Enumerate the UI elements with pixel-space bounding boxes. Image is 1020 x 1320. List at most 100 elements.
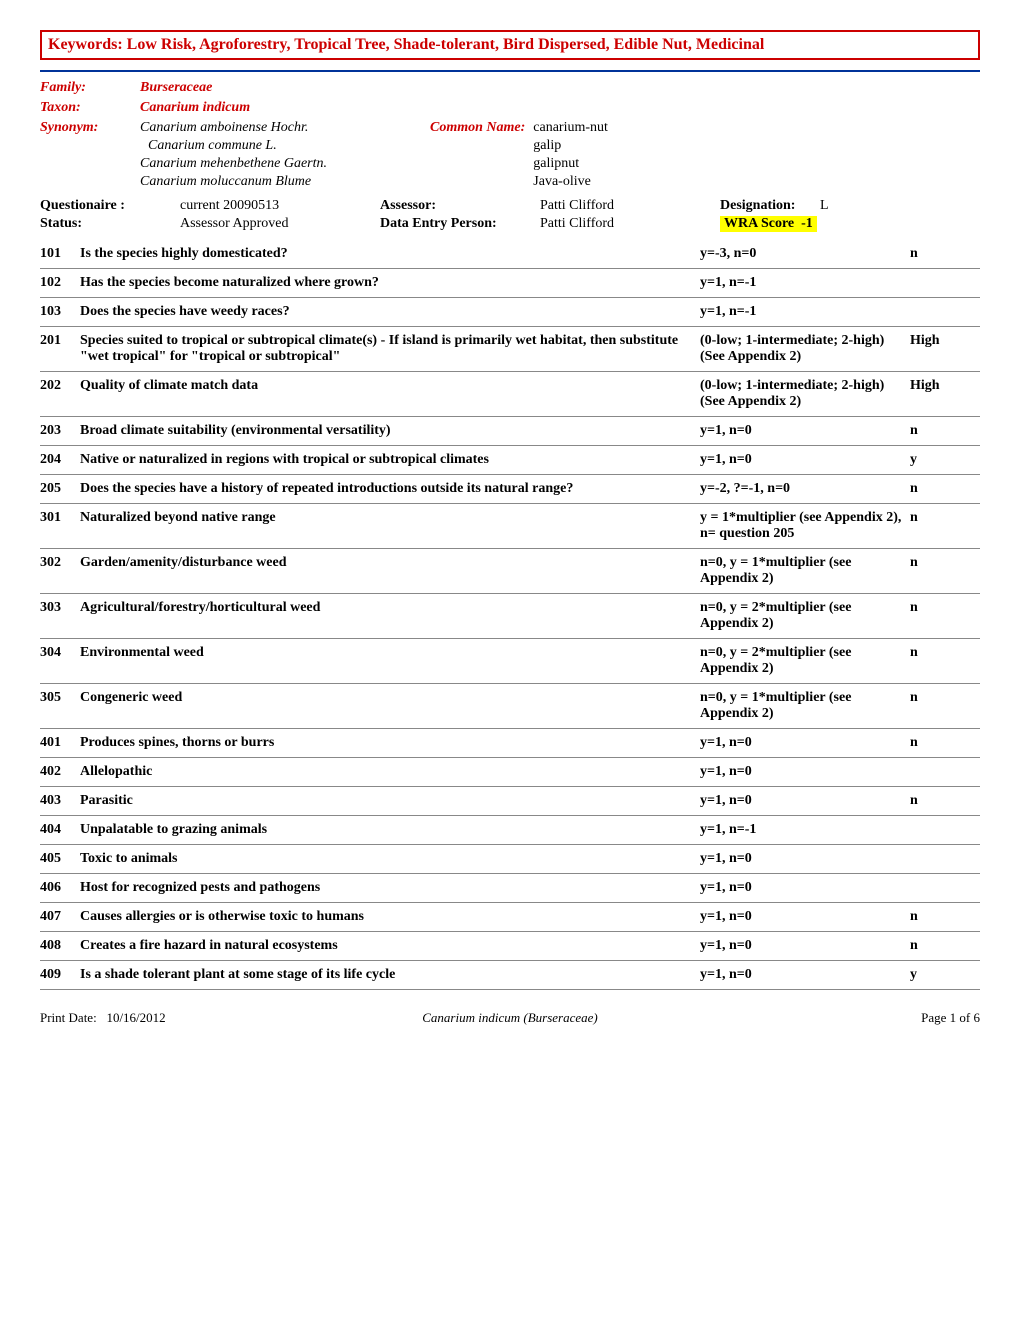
question-text: Host for recognized pests and pathogens [80,880,700,896]
data-entry-value: Patti Clifford [540,216,720,232]
question-number: 409 [40,967,80,983]
question-scoring: n=0, y = 1*multiplier (see Appendix 2) [700,690,910,722]
question-text: Causes allergies or is otherwise toxic t… [80,909,700,925]
wra-value: -1 [801,216,813,231]
question-number: 201 [40,333,80,349]
question-row: 103Does the species have weedy races?y=1… [40,298,980,327]
question-row: 403Parasiticy=1, n=0n [40,787,980,816]
question-scoring: y=1, n=0 [700,909,910,925]
question-text: Is the species highly domesticated? [80,246,700,262]
question-answer: y [910,452,960,468]
question-text: Has the species become naturalized where… [80,275,700,291]
question-number: 407 [40,909,80,925]
question-scoring: y=1, n=0 [700,967,910,983]
question-answer: n [910,645,960,661]
question-answer: n [910,510,960,526]
family-label: Family: [40,80,140,96]
common-name-item: canarium-nut [533,120,608,136]
question-row: 304Environmental weedn=0, y = 2*multipli… [40,639,980,684]
synonym-list: Canarium amboinense Hochr. Canarium comm… [140,120,430,192]
top-divider [40,70,980,72]
question-row: 404Unpalatable to grazing animalsy=1, n=… [40,816,980,845]
question-text: Unpalatable to grazing animals [80,822,700,838]
question-text: Toxic to animals [80,851,700,867]
question-scoring: y=1, n=0 [700,423,910,439]
question-answer: n [910,735,960,751]
question-scoring: n=0, y = 2*multiplier (see Appendix 2) [700,645,910,677]
assessor-value: Patti Clifford [540,198,720,214]
questionaire-label: Questionaire : [40,198,180,214]
question-text: Does the species have weedy races? [80,304,700,320]
question-answer: n [910,246,960,262]
question-row: 102Has the species become naturalized wh… [40,269,980,298]
question-scoring: y = 1*multiplier (see Appendix 2), n= qu… [700,510,910,542]
question-answer: n [910,793,960,809]
print-date-value: 10/16/2012 [106,1010,165,1025]
question-row: 301Naturalized beyond native rangey = 1*… [40,504,980,549]
common-name-item: galip [533,138,608,154]
question-answer: y [910,967,960,983]
data-entry-label: Data Entry Person: [380,216,540,232]
common-name-label: Common Name: [430,120,525,136]
question-scoring: (0-low; 1-intermediate; 2-high) (See App… [700,333,910,365]
question-number: 401 [40,735,80,751]
question-number: 301 [40,510,80,526]
assessor-label: Assessor: [380,198,540,214]
common-name-col: Common Name: canarium-nut galip galipnut… [430,120,608,192]
footer-left: Print Date: 10/16/2012 [40,1010,350,1026]
wra-label: WRA Score [724,216,794,231]
question-scoring: y=1, n=0 [700,793,910,809]
question-text: Produces spines, thorns or burrs [80,735,700,751]
question-scoring: y=-2, ?=-1, n=0 [700,481,910,497]
question-number: 403 [40,793,80,809]
question-number: 202 [40,378,80,394]
status-label: Status: [40,216,180,232]
question-number: 203 [40,423,80,439]
question-text: Is a shade tolerant plant at some stage … [80,967,700,983]
question-row: 201Species suited to tropical or subtrop… [40,327,980,372]
common-name-item: galipnut [533,156,608,172]
question-row: 101Is the species highly domesticated?y=… [40,240,980,269]
synonym-item: Canarium moluccanum Blume [140,174,430,190]
question-scoring: y=1, n=0 [700,735,910,751]
footer-center: Canarium indicum (Burseraceae) [355,1010,665,1026]
question-number: 406 [40,880,80,896]
question-row: 305Congeneric weedn=0, y = 1*multiplier … [40,684,980,729]
question-text: Does the species have a history of repea… [80,481,700,497]
question-scoring: y=1, n=-1 [700,275,910,291]
question-text: Agricultural/forestry/horticultural weed [80,600,700,616]
question-text: Environmental weed [80,645,700,661]
question-row: 409Is a shade tolerant plant at some sta… [40,961,980,990]
keywords-box: Keywords: Low Risk, Agroforestry, Tropic… [40,30,980,60]
question-number: 305 [40,690,80,706]
question-scoring: y=1, n=0 [700,938,910,954]
meta-row-2: Status: Assessor Approved Data Entry Per… [40,216,980,232]
question-number: 205 [40,481,80,497]
question-number: 303 [40,600,80,616]
question-scoring: (0-low; 1-intermediate; 2-high) (See App… [700,378,910,410]
question-number: 302 [40,555,80,571]
question-number: 304 [40,645,80,661]
common-name-item: Java-olive [533,174,608,190]
question-text: Quality of climate match data [80,378,700,394]
question-answer: High [910,378,960,394]
question-scoring: n=0, y = 2*multiplier (see Appendix 2) [700,600,910,632]
question-row: 407Causes allergies or is otherwise toxi… [40,903,980,932]
questionaire-value: current 20090513 [180,198,380,214]
question-text: Parasitic [80,793,700,809]
footer-right: Page 1 of 6 [670,1010,980,1026]
question-row: 203Broad climate suitability (environmen… [40,417,980,446]
question-row: 204Native or naturalized in regions with… [40,446,980,475]
question-scoring: y=1, n=0 [700,851,910,867]
question-scoring: y=-3, n=0 [700,246,910,262]
question-text: Creates a fire hazard in natural ecosyst… [80,938,700,954]
question-scoring: y=1, n=0 [700,764,910,780]
question-row: 402Allelopathicy=1, n=0 [40,758,980,787]
question-answer: n [910,909,960,925]
question-number: 103 [40,304,80,320]
question-text: Broad climate suitability (environmental… [80,423,700,439]
question-scoring: n=0, y = 1*multiplier (see Appendix 2) [700,555,910,587]
designation-value: L [820,198,829,214]
question-number: 402 [40,764,80,780]
question-text: Allelopathic [80,764,700,780]
